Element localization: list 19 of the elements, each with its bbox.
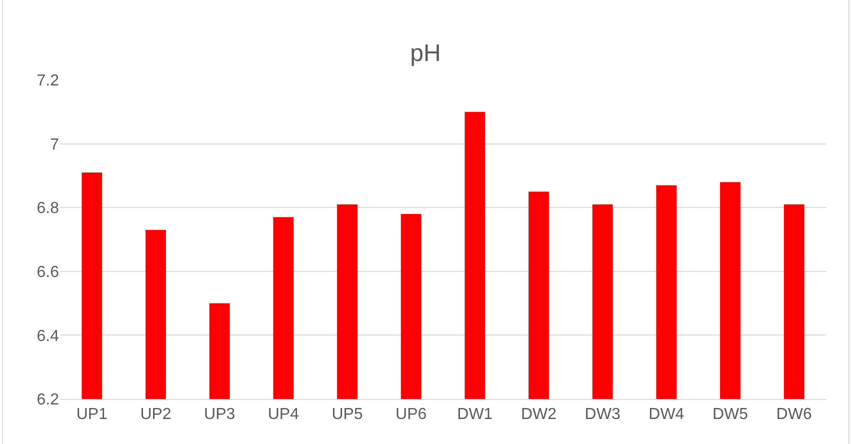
y-tick-label: 7: [50, 136, 60, 154]
x-tick-label: DW5: [712, 406, 748, 424]
x-tick-label: UP3: [204, 406, 236, 424]
y-tick-label: 7.2: [36, 72, 60, 90]
x-tick-label: UP1: [76, 406, 108, 424]
y-tick-label: 6.2: [36, 392, 60, 409]
y-tick-label: 6.8: [36, 200, 60, 218]
x-tick-label: UP6: [396, 406, 427, 424]
x-tick-label: DW4: [648, 406, 684, 424]
x-tick-label: UP5: [332, 406, 363, 424]
y-tick-label: 6.4: [36, 328, 60, 345]
x-tick-label: DW3: [584, 406, 620, 424]
chart-title: pH: [410, 40, 441, 68]
x-tick-label: DW1: [457, 406, 493, 424]
y-tick-label: 6.6: [36, 264, 60, 281]
x-tick-label: DW2: [520, 406, 557, 424]
x-tick-label: DW6: [776, 406, 812, 424]
x-tick-label: UP2: [140, 406, 172, 424]
x-tick-label: UP4: [268, 406, 300, 424]
